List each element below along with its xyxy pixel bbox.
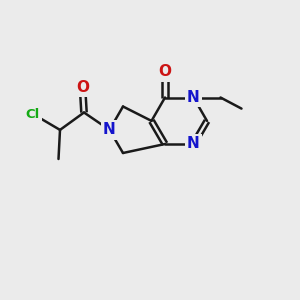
Text: O: O — [76, 80, 89, 94]
Text: N: N — [103, 122, 116, 137]
Text: Cl: Cl — [26, 107, 40, 121]
Text: O: O — [158, 64, 172, 80]
Text: N: N — [187, 136, 200, 152]
Text: N: N — [187, 90, 200, 105]
